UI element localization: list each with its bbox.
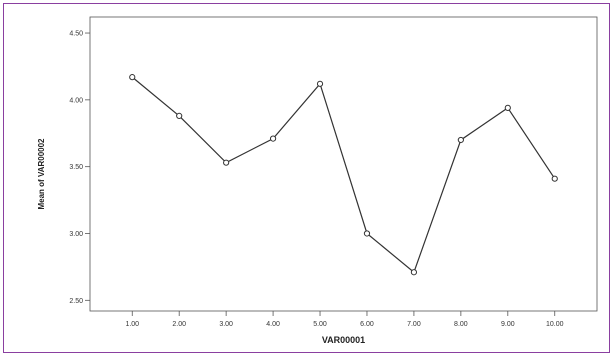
data-point <box>457 136 464 144</box>
series-line <box>131 76 556 274</box>
x-tick-label: 2.00 <box>172 321 186 328</box>
y-tick-label: 3.00 <box>69 231 83 238</box>
data-point <box>223 159 230 166</box>
y-tick-label: 4.00 <box>69 97 83 104</box>
x-tick-label: 10.00 <box>546 321 564 328</box>
x-tick-label: 8.00 <box>454 321 468 328</box>
x-tick-label: 9.00 <box>501 321 515 328</box>
x-axis-title: VAR00001 <box>322 335 365 345</box>
y-tick-label: 4.50 <box>69 31 83 38</box>
data-point <box>176 112 183 119</box>
data-point <box>129 74 136 81</box>
data-point <box>316 80 324 87</box>
data-point <box>551 175 558 182</box>
plot-area <box>89 16 598 312</box>
data-point <box>410 269 418 276</box>
data-point <box>504 104 511 111</box>
y-tick-label: 3.50 <box>69 164 83 171</box>
y-axis-title: Mean of VAR00002 <box>37 138 46 210</box>
y-axis: 2.50 3.00 3.50 4.00 4.50 <box>69 31 90 305</box>
data-point <box>269 135 277 142</box>
x-tick-label: 5.00 <box>313 321 327 328</box>
x-tick-label: 1.00 <box>125 321 139 328</box>
x-tick-label: 4.00 <box>266 321 280 328</box>
y-tick-label: 2.50 <box>69 298 83 305</box>
series-layer <box>129 74 558 276</box>
plot-border <box>89 16 598 312</box>
x-tick-label: 3.00 <box>219 321 233 328</box>
x-axis: 1.00 2.00 3.00 4.00 5.00 6.00 7.00 8.00 9.00 10.0… <box>125 311 564 328</box>
data-point <box>363 230 371 237</box>
x-tick-label: 6.00 <box>360 321 374 328</box>
x-tick-label: 7.00 <box>407 321 421 328</box>
